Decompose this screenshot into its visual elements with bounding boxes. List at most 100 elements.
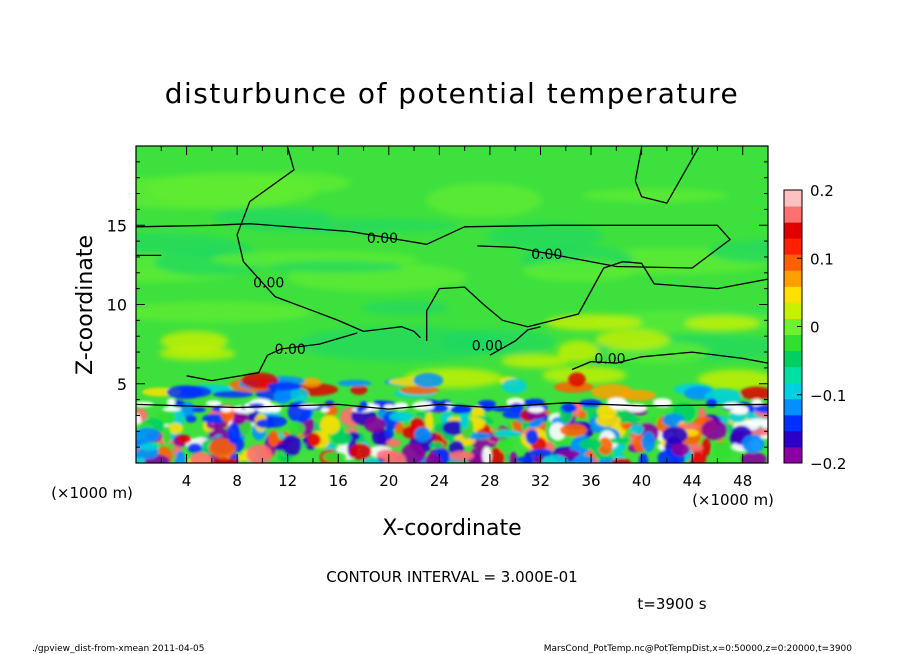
- field-blob: [597, 437, 613, 455]
- field-blob: [307, 433, 321, 447]
- contour-interval-note: CONTOUR INTERVAL = 3.000E-01: [326, 568, 577, 586]
- field-blob: [322, 451, 347, 463]
- field-blob: [268, 430, 280, 447]
- field-inversion-cell: [206, 400, 222, 407]
- field-blob: [364, 416, 386, 433]
- colorbar-cell: [784, 382, 802, 400]
- contour-line: [426, 261, 768, 341]
- field-blob: [290, 387, 309, 403]
- field-blob: [449, 450, 474, 461]
- x-tick-label: 24: [430, 472, 449, 490]
- colorbar-tick-label: 0.1: [810, 250, 834, 268]
- field-warm-lobe: [684, 316, 760, 331]
- field-blob: [386, 439, 402, 447]
- z-tick-label: 10: [107, 296, 127, 315]
- colorbar-tick-label: 0: [810, 319, 820, 337]
- field-inversion-cell: [706, 398, 718, 408]
- field-blob: [482, 446, 492, 463]
- field-blob: [401, 443, 426, 463]
- colorbar-cell: [784, 366, 802, 384]
- field-blob: [157, 409, 176, 425]
- z-axis: 5 10 15: [107, 161, 768, 448]
- colorbar-tick-label: −0.2: [810, 455, 846, 473]
- x-tick-label: 12: [278, 472, 297, 490]
- x-tick-label: 16: [329, 472, 348, 490]
- time-label: t=3900 s: [637, 595, 706, 613]
- field-inversion-cell: [492, 406, 512, 412]
- x-axis-label: X-coordinate: [382, 516, 521, 541]
- chart-title: disturbunce of potential temperature: [165, 77, 740, 110]
- x-tick-label: 44: [683, 472, 702, 490]
- field-blob: [746, 418, 768, 427]
- field-inversion-cell: [191, 407, 206, 413]
- colorbar-cell: [784, 318, 802, 336]
- field-blob: [394, 422, 405, 434]
- colorbar-cell: [784, 286, 802, 303]
- field-blob: [525, 410, 547, 420]
- field-blob: [227, 422, 241, 445]
- x-tick-label: 36: [581, 472, 600, 490]
- field-blob: [629, 423, 644, 436]
- field-blob: [488, 448, 505, 463]
- field-inversion-cell: [433, 404, 449, 412]
- colorbar-tick-label: 0.2: [810, 182, 834, 200]
- field-inversion-cell: [373, 400, 388, 406]
- x-tick-label: 8: [232, 472, 242, 490]
- colorbar-cell: [784, 206, 802, 223]
- field-blob: [413, 372, 444, 388]
- field-blob: [190, 452, 212, 463]
- field-blob: [525, 429, 539, 445]
- field-blob: [574, 455, 595, 463]
- z-tick-label: 15: [107, 216, 127, 235]
- field-turbulence: [136, 372, 768, 463]
- field-warm-lobe: [557, 340, 600, 363]
- field-blob: [688, 443, 704, 452]
- field-blob: [220, 409, 235, 422]
- field-blob: [425, 411, 434, 433]
- colorbar: 0.2 0.1 0 −0.1 −0.2: [783, 182, 846, 473]
- field-blob: [337, 379, 372, 387]
- field-inversion-cell: [450, 405, 473, 414]
- field-lobe: [708, 240, 768, 263]
- contour-line: [236, 147, 421, 339]
- contour-line: [634, 147, 700, 204]
- field-inversion-cell: [220, 406, 233, 413]
- field-blob: [212, 390, 254, 398]
- x-tick-label: 28: [480, 472, 499, 490]
- field-blob: [162, 426, 172, 445]
- contour-label: 0.00: [367, 231, 398, 247]
- field-lobe: [487, 222, 604, 249]
- field-blob: [350, 384, 368, 395]
- x-tick-label: 20: [379, 472, 398, 490]
- footer-right: MarsCond_PotTemp.nc@PotTempDist,x=0:5000…: [544, 644, 853, 654]
- field-blob: [677, 423, 701, 430]
- field-warm-lobe: [158, 346, 236, 361]
- colorbar-cell: [784, 334, 802, 352]
- field-blob: [208, 438, 236, 459]
- field-blob: [389, 411, 414, 422]
- field-blob: [741, 434, 765, 454]
- contour-labels: 0.00 0.00 0.00 0.00 0.00 0.00: [253, 231, 625, 367]
- field-blob: [301, 377, 322, 387]
- colorbar-cell: [784, 302, 802, 319]
- contour-line: [489, 326, 541, 356]
- field-blob: [211, 457, 239, 463]
- contour-label: 0.00: [531, 247, 562, 263]
- field-blob: [166, 385, 204, 400]
- field-warm-lobe: [595, 329, 670, 350]
- field-blob: [429, 441, 444, 449]
- field-inversion-cell: [320, 407, 330, 413]
- field-blob: [554, 381, 594, 393]
- field-inversion-cell: [166, 398, 176, 407]
- field-inversion-cell: [568, 405, 577, 410]
- field-lobe: [240, 218, 458, 233]
- field-lobe: [136, 301, 313, 323]
- field-inversion-cell: [527, 405, 545, 413]
- field-inversion-cell: [509, 402, 524, 413]
- colorbar-cell: [784, 398, 802, 416]
- field-blob: [176, 434, 192, 444]
- field-blob: [399, 385, 440, 395]
- field-warm-lobe: [500, 354, 570, 368]
- colorbar-cell: [784, 446, 802, 464]
- field-blob: [661, 426, 688, 444]
